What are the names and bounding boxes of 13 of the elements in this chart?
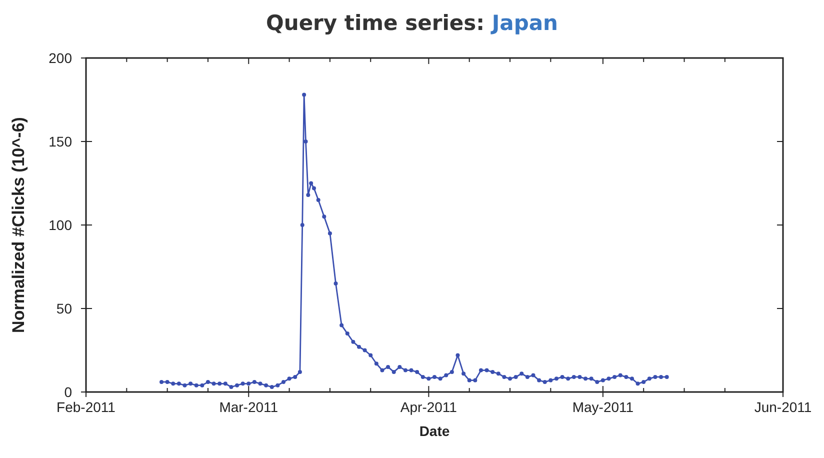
x-tick-label: Apr-2011 [400, 399, 458, 415]
y-tick-label: 50 [56, 300, 72, 316]
x-tick-label: Mar-2011 [219, 399, 278, 415]
y-tick-label: 200 [48, 50, 72, 66]
y-axis-title: Normalized #Clicks (10^-6) [9, 117, 28, 333]
x-tick-label: Jun-2011 [754, 399, 812, 415]
y-tick-label: 0 [64, 384, 72, 400]
y-tick-label: 150 [48, 134, 72, 150]
x-tick-label: May-2011 [572, 399, 634, 415]
x-axis-title: Date [419, 423, 450, 439]
chart-title: Query time series: Japan [266, 11, 558, 35]
x-tick-label: Feb-2011 [56, 399, 116, 415]
y-tick-label: 100 [48, 217, 72, 233]
